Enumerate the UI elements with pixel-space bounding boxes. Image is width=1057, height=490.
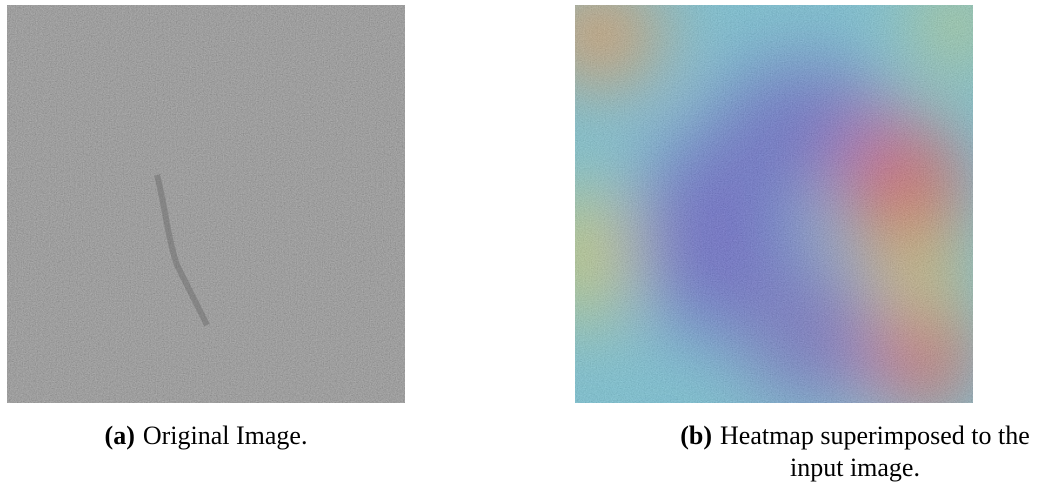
heatmap-image (575, 5, 973, 403)
caption-label: (b) (680, 421, 712, 450)
caption-text: Heatmap superimposed to the input image. (720, 421, 1030, 482)
caption-text: Original Image. (142, 421, 308, 450)
caption-label: (a) (104, 421, 135, 450)
caption-a: (a) Original Image. (0, 420, 412, 452)
caption-b: (b) Heatmap superimposed to the input ima… (655, 420, 1055, 484)
original-image (7, 5, 405, 403)
